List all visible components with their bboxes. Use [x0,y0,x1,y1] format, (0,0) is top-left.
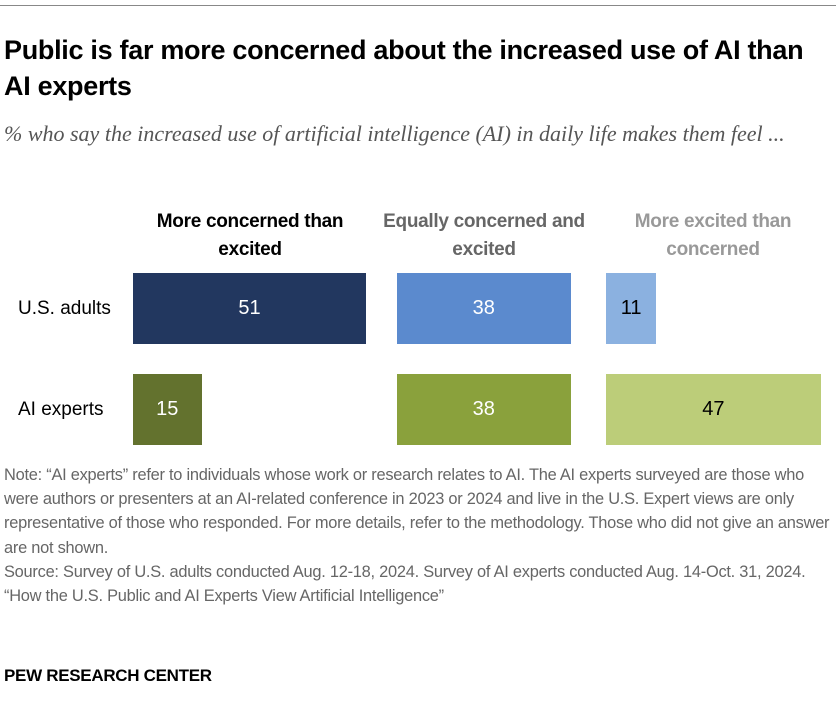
bar-u-s-adults-series-2: 11 [606,273,657,344]
column-header-more-concerned: More concerned than excited [156,211,344,260]
pew-logo-text: PEW RESEARCH CENTER [4,666,212,685]
bar-value-label: 15 [156,398,179,420]
chart-title: Public is far more concerned about the i… [4,35,804,101]
source-text: Source: Survey of U.S. adults conducted … [4,562,806,581]
bar-ai-experts-series-0: 15 [133,374,202,445]
top-rule [0,5,836,6]
report-title: “How the U.S. Public and AI Experts View… [4,587,444,606]
bar-value-label: 38 [472,398,495,420]
bar-ai-experts-series-2: 47 [606,374,821,445]
row-label-us-adults: U.S. adults [18,298,111,319]
notes: Note: “AI experts” refer to individuals … [4,463,838,608]
bar-value-label: 38 [472,297,495,319]
bar-value-label: 47 [702,398,725,420]
bar-value-label: 11 [620,297,642,319]
bar-u-s-adults-series-1: 38 [397,273,571,344]
bar-value-label: 51 [238,297,261,319]
bar-u-s-adults-series-0: 51 [133,273,366,344]
column-header-more-excited: More excited than concerned [634,211,792,260]
column-header-equally: Equally concerned and excited [383,211,585,260]
chart-subtitle: % who say the increased use of artificia… [4,121,785,146]
row-label-ai-experts: AI experts [18,399,104,420]
note-text: Note: “AI experts” refer to individuals … [4,466,830,557]
bar-ai-experts-series-1: 38 [397,374,571,445]
